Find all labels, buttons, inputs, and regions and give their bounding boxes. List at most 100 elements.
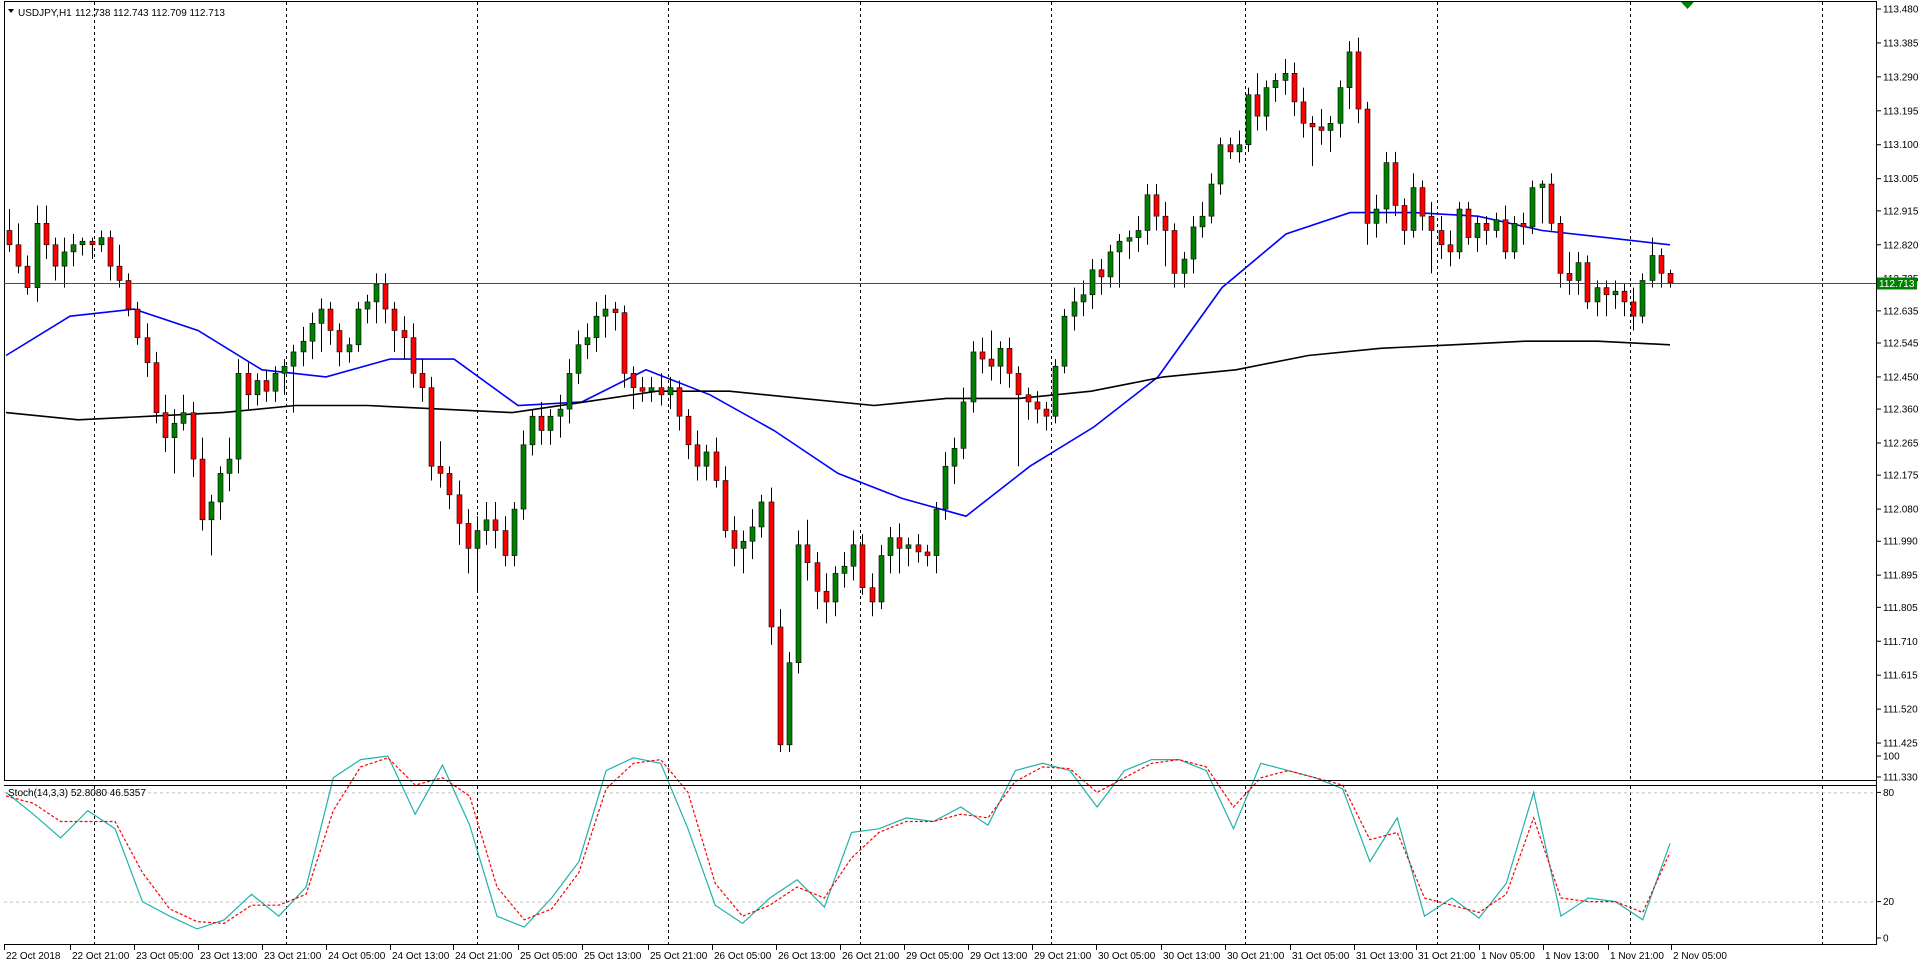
candle-body [1337, 87, 1344, 124]
price-tick-label: 112.915 [1883, 206, 1919, 217]
candle-body [373, 283, 380, 303]
triangle-down-icon[interactable] [8, 9, 14, 13]
candle-body [1621, 290, 1628, 303]
price-tick-label: 112.080 [1883, 505, 1919, 516]
price-tick-label: 111.990 [1883, 537, 1918, 548]
candle-body [1630, 301, 1637, 317]
candle-body [52, 244, 59, 267]
candle-body [254, 380, 261, 396]
candle-body [979, 351, 986, 360]
candle-body [612, 308, 619, 313]
candle-body [1327, 123, 1334, 131]
candle-body [1282, 72, 1289, 81]
time-tick-label: 2 Nov 05:00 [1673, 951, 1727, 962]
candle-body [722, 480, 729, 531]
candle-body [1447, 244, 1454, 253]
candle-body [474, 530, 481, 549]
time-tick-label: 1 Nov 21:00 [1610, 951, 1664, 962]
candle-body [1034, 401, 1041, 410]
time-tick-label: 24 Oct 21:00 [455, 951, 513, 962]
time-tick-label: 1 Nov 13:00 [1545, 951, 1599, 962]
candle-body [1254, 94, 1261, 117]
symbol-label: USDJPY,H1 [18, 8, 72, 19]
candle-body [575, 344, 582, 374]
candle-body [960, 401, 967, 449]
candle-body [1245, 94, 1252, 146]
candle-body [456, 494, 463, 524]
candle-body [713, 451, 720, 481]
candle-body [547, 415, 554, 431]
time-tick-label: 31 Oct 21:00 [1418, 951, 1476, 962]
candle-body [1639, 280, 1646, 317]
candle-body [520, 444, 527, 510]
candle-body [584, 337, 591, 346]
candle-body [6, 230, 13, 246]
candle-body [364, 301, 371, 310]
time-tick-label: 26 Oct 05:00 [714, 951, 772, 962]
candle-body [208, 501, 215, 521]
price-tick-label: 111.615 [1883, 671, 1918, 682]
candle-body [15, 244, 22, 267]
candle-body [658, 387, 665, 396]
candle-body [777, 626, 784, 746]
stoch-tick-label: 80 [1883, 788, 1895, 799]
candle-body [134, 308, 141, 338]
candle-body [1227, 144, 1234, 153]
candle-body [1511, 223, 1518, 253]
stoch-axis: 100 80 20 0 [1876, 752, 1900, 945]
candle-body [34, 223, 41, 288]
candle-body [511, 508, 518, 556]
candle-body [648, 387, 655, 392]
candle-body [1052, 365, 1059, 417]
candle-body [676, 387, 683, 417]
candle-body [1171, 230, 1178, 274]
candle-body [318, 308, 325, 324]
candle-body [190, 412, 197, 460]
candle-body [538, 415, 545, 431]
time-tick-label: 26 Oct 13:00 [778, 951, 836, 962]
time-tick-label: 29 Oct 05:00 [906, 951, 964, 962]
candle-body [694, 444, 701, 467]
candle-body [758, 501, 765, 528]
candle-body [1346, 51, 1353, 88]
stoch-tick-label: 20 [1883, 897, 1895, 908]
candle-body [410, 337, 417, 374]
time-tick-label: 25 Oct 05:00 [520, 951, 578, 962]
price-tick-label: 112.265 [1883, 439, 1919, 450]
time-tick-label: 23 Oct 13:00 [200, 951, 258, 962]
candle-body [621, 312, 628, 374]
time-tick-label: 30 Oct 21:00 [1227, 951, 1285, 962]
candle-body [970, 351, 977, 403]
candle-body [1144, 194, 1151, 231]
candle-body [1318, 126, 1325, 131]
candle-body [355, 308, 362, 346]
candle-body [1116, 240, 1123, 253]
candle-body [1098, 269, 1105, 278]
candle-body [61, 251, 68, 267]
candle-body [263, 380, 270, 392]
candle-body [869, 587, 876, 603]
candle-body [859, 544, 866, 588]
candle-body [1162, 215, 1169, 231]
candle-body [850, 544, 857, 567]
candle-body [841, 565, 848, 574]
candle-body [1557, 223, 1564, 274]
candle-body [1364, 108, 1371, 224]
candle-body [1190, 226, 1197, 260]
candle-body [887, 537, 894, 556]
candle-body [1015, 373, 1022, 396]
candle-body [419, 373, 426, 388]
candle-body [1153, 194, 1160, 217]
candle-body [740, 540, 747, 549]
current-price-tag [1877, 277, 1917, 290]
candle-body [1410, 187, 1417, 231]
time-tick-label: 24 Oct 13:00 [392, 951, 450, 962]
candle-body [896, 537, 903, 549]
current-price-label: 112.713 [1879, 279, 1915, 290]
candle-body [1465, 208, 1472, 238]
candle-body [786, 662, 793, 746]
ohlc-label: 112.738 112.743 112.709 112.713 [75, 8, 225, 19]
candle-body [1438, 230, 1445, 246]
candle-body [1612, 290, 1619, 296]
